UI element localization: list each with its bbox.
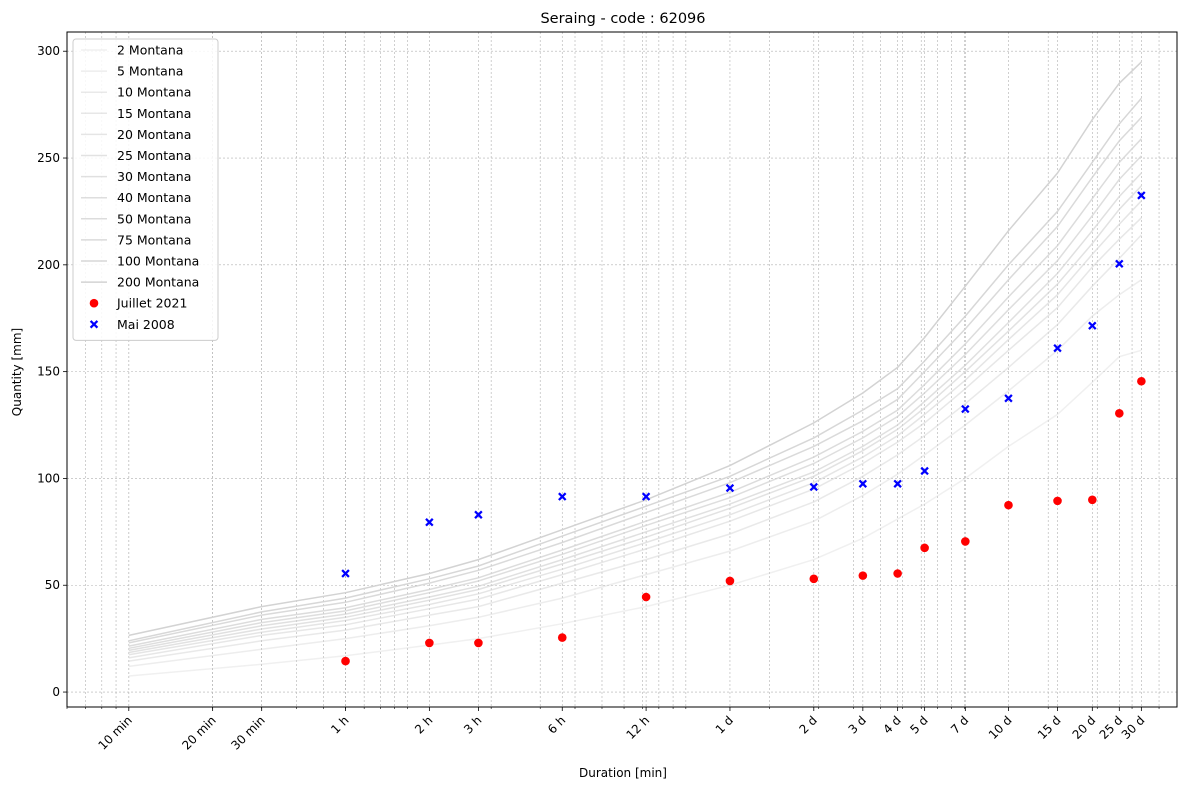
- y-axis-ticks: 0 50 100 150 200 250 300: [37, 44, 67, 699]
- point-juillet-2021: [893, 569, 902, 578]
- legend-label: 50 Montana: [117, 211, 191, 226]
- legend-label: 100 Montana: [117, 254, 199, 269]
- point-mai-2008: [641, 492, 651, 501]
- point-juillet-2021: [1088, 495, 1097, 505]
- point-juillet-2021: [809, 574, 819, 584]
- scatter-points: [341, 191, 1146, 666]
- legend-label: 2 Montana: [117, 43, 183, 58]
- legend-label: 20 Montana: [117, 127, 191, 142]
- legend-label: 40 Montana: [117, 190, 191, 205]
- point-juillet-2021: [641, 592, 651, 602]
- point-mai-2008: [341, 569, 350, 578]
- point-mai-2008: [1137, 191, 1146, 200]
- y-tick-label: 150: [37, 365, 60, 379]
- series-line-75-montana: [128, 116, 1142, 644]
- legend-label: 25 Montana: [117, 148, 191, 163]
- legend-marker-swatch: [89, 298, 99, 308]
- legend: 2 Montana 5 Montana 10 Montana 15 Montana 20…: [72, 38, 219, 341]
- y-tick-label: 50: [45, 578, 60, 592]
- point-mai-2008: [474, 510, 483, 519]
- point-juillet-2021: [725, 576, 735, 586]
- series-line-200-montana: [128, 61, 1142, 637]
- point-mai-2008: [1004, 394, 1013, 403]
- point-juillet-2021: [341, 656, 350, 666]
- y-tick-label: 0: [52, 685, 60, 699]
- point-mai-2008: [809, 482, 818, 492]
- point-juillet-2021: [1004, 500, 1013, 510]
- series-line-50-montana: [128, 138, 1142, 647]
- point-mai-2008: [558, 492, 567, 501]
- point-juillet-2021: [474, 638, 483, 648]
- legend-label: Juillet 2021: [116, 296, 187, 311]
- y-tick-label: 300: [37, 44, 60, 58]
- chart-title: Seraing - code : 62096: [540, 11, 705, 27]
- point-mai-2008: [425, 518, 434, 527]
- y-tick-label: 200: [37, 258, 60, 272]
- point-mai-2008: [1088, 321, 1097, 330]
- point-mai-2008: [961, 404, 970, 414]
- y-axis-label: Quantity [mm]: [10, 328, 24, 416]
- point-mai-2008: [920, 466, 929, 476]
- point-juillet-2021: [858, 571, 868, 580]
- legend-label: 10 Montana: [117, 85, 191, 100]
- legend-box: [72, 38, 219, 341]
- point-juillet-2021: [961, 537, 970, 546]
- series-line-2-montana: [128, 349, 1142, 677]
- legend-label: 15 Montana: [117, 106, 191, 121]
- y-tick-label: 100: [37, 471, 60, 485]
- point-mai-2008: [725, 483, 735, 493]
- series-line-10-montana: [128, 234, 1142, 662]
- point-juillet-2021: [1115, 408, 1124, 418]
- series-lines: [128, 61, 1142, 677]
- point-juillet-2021: [920, 543, 929, 553]
- series-line-20-montana: [128, 200, 1142, 656]
- legend-marker-swatch: [89, 320, 99, 329]
- series-line-40-montana: [128, 155, 1142, 650]
- series-line-15-montana: [128, 217, 1142, 659]
- series-line-30-montana: [128, 172, 1142, 652]
- point-juillet-2021: [1053, 496, 1062, 506]
- point-mai-2008: [1053, 343, 1062, 353]
- point-juillet-2021: [425, 638, 434, 648]
- legend-label: 200 Montana: [117, 275, 199, 290]
- series-line-100-montana: [128, 97, 1142, 642]
- point-mai-2008: [858, 479, 868, 488]
- point-mai-2008: [1115, 259, 1124, 268]
- plot-frame: [66, 31, 1178, 708]
- x-axis-label: Duration [min]: [579, 766, 667, 780]
- legend-label: Mai 2008: [117, 317, 175, 332]
- legend-label: 75 Montana: [117, 232, 191, 247]
- series-line-5-montana: [128, 279, 1142, 668]
- point-juillet-2021: [1137, 376, 1146, 386]
- point-juillet-2021: [557, 633, 567, 642]
- y-tick-label: 250: [37, 151, 60, 165]
- legend-label: 30 Montana: [117, 169, 191, 184]
- series-line-25-montana: [128, 185, 1142, 654]
- legend-label: 5 Montana: [117, 64, 183, 79]
- point-mai-2008: [893, 479, 902, 488]
